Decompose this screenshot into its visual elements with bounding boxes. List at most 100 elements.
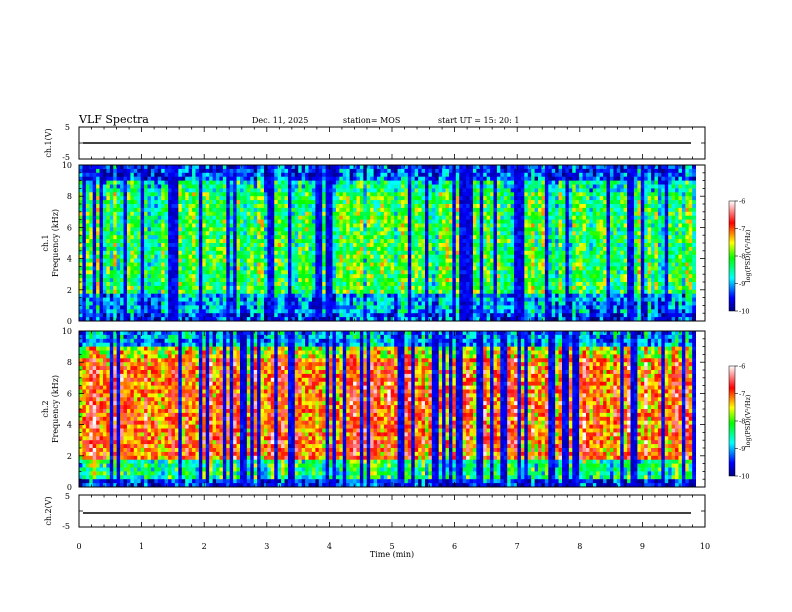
ch1-spectrogram-cell — [188, 250, 193, 256]
ch1-spectrogram-cell — [394, 188, 398, 193]
ch1-spectrogram-cell — [137, 270, 142, 275]
ch1-wave-ytick-top: 5 — [65, 123, 70, 132]
ch1-spectrogram-cell — [483, 254, 488, 259]
ch1-spectrogram-cell — [332, 227, 337, 232]
ch1-spectrogram-cell — [486, 204, 491, 209]
ch1-spectrogram-cell — [346, 270, 351, 275]
ch1-spectrogram-cell — [205, 297, 210, 302]
ch1-spectrogram-cell — [270, 168, 275, 174]
ch1-spectrogram-cell — [349, 184, 354, 189]
ch1-spectrogram-cell — [126, 293, 131, 298]
ch1-spectrogram-cell — [466, 215, 470, 220]
ch1-spectrogram-cell — [277, 282, 282, 287]
ch1-spectrogram-cell — [222, 305, 227, 310]
ch1-spectrogram-cell — [414, 165, 419, 170]
ch1-spectrogram-cell — [411, 246, 416, 252]
ch1-spectrogram-cell — [339, 200, 344, 205]
ch1-spectrogram-cell — [144, 278, 148, 283]
ch1-spectrogram-cell — [102, 204, 107, 209]
ch1-spectrogram-cell — [102, 305, 107, 310]
ch1-spectrogram-cell — [329, 192, 333, 197]
ch1-spectrogram-cell — [479, 204, 484, 209]
ch1-spectrogram-cell — [387, 239, 392, 244]
ch1-spectrogram-cell — [89, 223, 94, 228]
ch1-spectrogram-cell — [161, 305, 166, 310]
ch1-spectrogram-cell — [79, 246, 83, 252]
ch1-spectrogram-cell — [414, 246, 419, 252]
ch1-spectrogram-cell — [212, 274, 217, 279]
ch1-spectrogram-cell — [435, 250, 440, 256]
ch1-spectrogram-cell — [305, 305, 309, 310]
ch1-spectrogram-cell — [137, 215, 142, 220]
ch1-spectrogram-cell — [442, 231, 446, 236]
ch1-spectrogram-cell — [260, 293, 265, 298]
ch1-spectrogram-cell — [174, 262, 179, 267]
ch1-spectrogram-cell — [192, 301, 196, 306]
ch1-spectrogram-cell — [380, 285, 385, 291]
ch1-spectrogram-cell — [486, 297, 491, 302]
ch1-spectrogram-cell — [424, 262, 429, 267]
ch1-spectrogram-cell — [236, 204, 241, 209]
ch1-spectrogram-cell — [185, 196, 190, 201]
ch1-spectrogram-cell — [349, 239, 354, 244]
ch1-spectrogram-cell — [346, 207, 351, 213]
ch1-spectrogram-cell — [270, 317, 275, 322]
ch1-spectrogram-cell — [144, 215, 148, 220]
ch1-spectrogram-cell — [332, 165, 337, 170]
ch1-spectrogram-cell — [329, 254, 333, 259]
ch1-spectrogram-cell — [445, 246, 450, 252]
ch1-spectrogram-cell — [96, 274, 100, 279]
ch1-spectrogram-cell — [106, 243, 111, 248]
ch1-spectrogram-cell — [243, 176, 248, 181]
ch1-spectrogram-cell — [120, 235, 124, 240]
ch1-spectrogram-cell — [233, 239, 237, 244]
ch1-spectrogram-cell — [157, 243, 162, 248]
ch1-spectrogram-cell — [483, 235, 488, 240]
ch1-spectrogram-cell — [209, 176, 213, 181]
ch1-spectrogram-cell — [267, 204, 272, 209]
ch1-spectrogram-cell — [476, 243, 481, 248]
ch1-spectrogram-cell — [284, 293, 289, 298]
ch1-spectrogram-cell — [349, 254, 354, 259]
ch1-spectrogram-cell — [109, 297, 114, 302]
ch1-spectrogram-cell — [212, 192, 217, 197]
ch1-spectrogram-cell — [147, 172, 152, 178]
ch1-spectrogram-cell — [428, 293, 433, 298]
ch1-spectrogram-cell — [82, 313, 87, 318]
ch1-spectrogram-cell — [150, 196, 155, 201]
ch1-spectrogram-cell — [466, 270, 470, 275]
ch1-spectrogram-cell — [157, 184, 162, 189]
ch1-spectrogram-cell — [120, 289, 124, 295]
ch1-spectrogram-cell — [133, 165, 138, 170]
ch1-spectrogram-cell — [188, 172, 193, 178]
ch1-spectrogram-cell — [335, 176, 340, 181]
ch1-spectrogram-cell — [339, 180, 344, 185]
ch1-spectrogram-cell — [185, 168, 190, 174]
ch1-spectrogram-cell — [373, 289, 378, 295]
ch1-spectrogram-cell — [113, 211, 118, 217]
ch1-spectrogram-cell — [486, 180, 491, 185]
ch1-spectrogram-cell — [229, 223, 234, 228]
ch1-spectrogram-cell — [99, 309, 104, 314]
ch1-spectrogram-cell — [397, 266, 402, 271]
ch1-spectrogram-cell — [202, 176, 207, 181]
ch1-spectrogram-cell — [305, 165, 309, 170]
ch1-spectrogram-cell — [377, 211, 381, 217]
ch1-spectrogram-cell — [96, 289, 100, 295]
ch1-spectrogram-cell — [174, 192, 179, 197]
ch1-spectrogram-cell — [267, 301, 272, 306]
ch1-spectrogram-cell — [236, 165, 241, 170]
ch1-spectrogram-cell — [236, 246, 241, 252]
ch1-spectrogram-cell — [109, 184, 114, 189]
ch1-spectrogram-cell — [130, 289, 135, 295]
ch1-spectrogram-cell — [353, 278, 357, 283]
ch1-spectrogram-cell — [260, 282, 265, 287]
ch1-spectrogram-cell — [394, 243, 398, 248]
ch1-spectrogram-cell — [387, 289, 392, 295]
ch1-spectrogram-cell — [301, 215, 306, 220]
ch1-spectrogram-cell — [240, 254, 244, 259]
ch1-spectrogram-cell — [226, 165, 231, 170]
ch1-spectrogram-cell — [123, 200, 128, 205]
ch1-spectrogram-cell — [339, 301, 344, 306]
ch1-spectrogram-cell — [493, 317, 498, 322]
